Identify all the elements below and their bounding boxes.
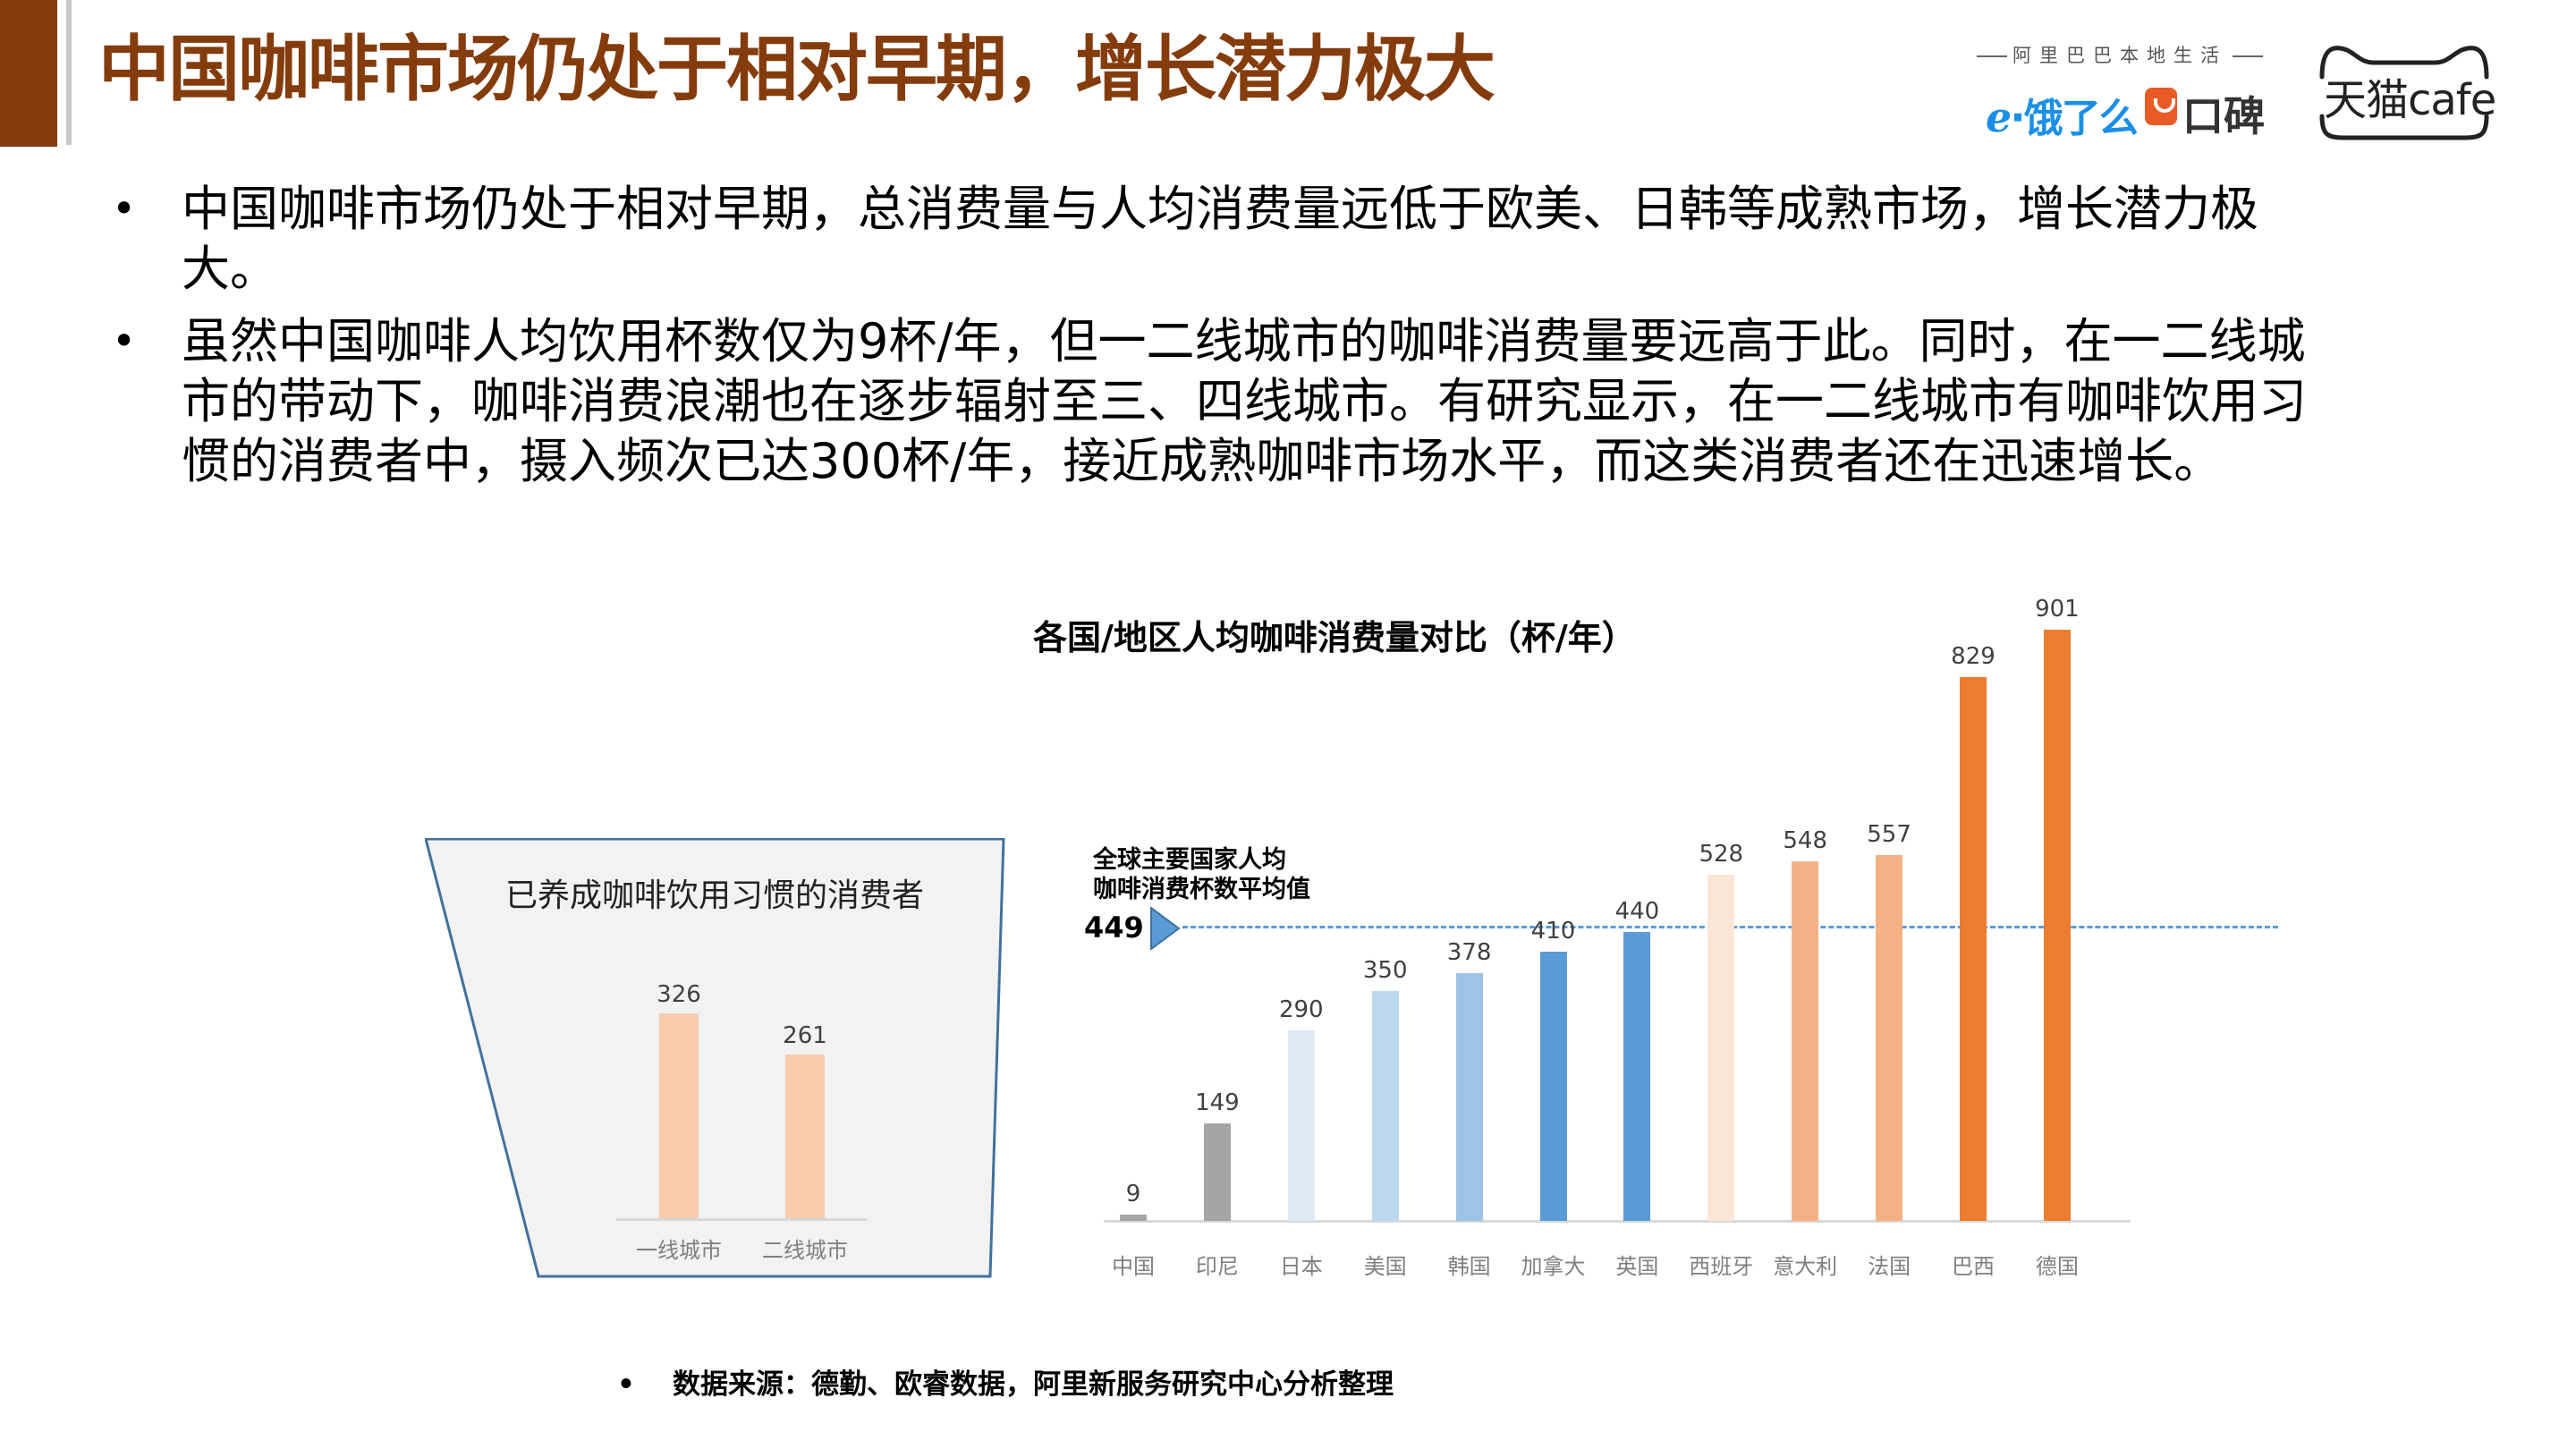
tmall-cafe-logo: 天猫cafe xyxy=(2317,41,2496,141)
category-label: 日本 xyxy=(1279,1254,1323,1279)
data-source-note: • 数据来源：德勤、欧睿数据，阿里新服务研究中心分析整理 xyxy=(617,1368,1394,1401)
value-label: 829 xyxy=(1951,642,1996,670)
bar-1 xyxy=(1203,1123,1231,1221)
category-label: 印尼 xyxy=(1195,1254,1239,1279)
bar-0 xyxy=(1120,1215,1147,1221)
bullet-list: 中国咖啡市场仍处于相对早期，总消费量与人均消费量远低于欧美、日韩等成熟市场，增长… xyxy=(112,179,2312,504)
bar-7 xyxy=(1707,874,1735,1221)
value-label: 901 xyxy=(2035,595,2080,623)
koubei-smile-icon xyxy=(2145,88,2177,125)
category-label: 加拿大 xyxy=(1521,1254,1586,1279)
category-label: 西班牙 xyxy=(1689,1254,1754,1279)
eleme-e-icon: ℯ· xyxy=(1986,93,2026,141)
bar-8 xyxy=(1792,860,1819,1221)
category-label: 中国 xyxy=(1112,1254,1155,1279)
bar-5 xyxy=(1539,952,1567,1221)
bar-9 xyxy=(1876,855,1903,1221)
bar-tier2 xyxy=(785,1055,825,1218)
average-value: 449 xyxy=(1084,911,1144,945)
category-label: 意大利 xyxy=(1773,1254,1838,1279)
category-label: 巴西 xyxy=(1952,1254,1995,1279)
value-label: 9 xyxy=(1125,1181,1141,1208)
value-label: 326 xyxy=(657,981,701,1008)
bar-3 xyxy=(1371,991,1399,1221)
category-label: 英国 xyxy=(1615,1254,1659,1279)
average-pointer-triangle-icon xyxy=(1150,907,1181,950)
eleme-logo: ℯ·饿了么 xyxy=(1986,93,2139,141)
bar-11 xyxy=(2043,629,2071,1221)
page-title: 中国咖啡市场仍处于相对早期，增长潜力极大 xyxy=(98,28,1496,111)
category-label: 德国 xyxy=(2035,1254,2079,1279)
bar-4 xyxy=(1455,972,1483,1221)
category-label: 韩国 xyxy=(1447,1254,1491,1279)
alibaba-local-life-tagline: 阿里巴巴本地生活 xyxy=(1968,41,2272,68)
value-label: 378 xyxy=(1446,938,1492,966)
brand-accent-bar xyxy=(0,0,57,147)
habitual-chart-title: 已养成咖啡饮用习惯的消费者 xyxy=(505,877,925,914)
bar-10 xyxy=(1960,676,1987,1221)
value-label: 410 xyxy=(1530,918,1576,945)
bar-2 xyxy=(1287,1030,1315,1221)
country-x-axis xyxy=(1104,1220,2131,1223)
average-annotation: 全球主要国家人均 咖啡消费杯数平均值 xyxy=(1093,846,1310,903)
tagline-dash-right xyxy=(2233,55,2263,57)
habitual-x-axis xyxy=(616,1218,867,1221)
bullet-item: 虽然中国咖啡人均饮用杯数仅为9杯/年，但一二线城市的咖啡消费量要远高于此。同时，… xyxy=(112,311,2312,491)
category-label: 法国 xyxy=(1868,1254,1911,1279)
value-label: 557 xyxy=(1867,821,1911,849)
koubei-logo: 口碑 xyxy=(2182,92,2265,140)
value-label: 290 xyxy=(1278,996,1324,1024)
brand-divider xyxy=(66,0,72,145)
category-label: 美国 xyxy=(1363,1254,1407,1279)
value-label: 149 xyxy=(1195,1089,1240,1116)
tagline-dash-left xyxy=(1977,55,2007,57)
tmall-cafe-text: 天猫cafe xyxy=(2324,75,2496,125)
value-label: 350 xyxy=(1362,957,1408,985)
value-label: 528 xyxy=(1699,840,1744,868)
country-chart-title: 各国/地区人均咖啡消费量对比（杯/年） xyxy=(1033,618,1636,657)
category-label: 二线城市 xyxy=(762,1238,848,1263)
value-label: 261 xyxy=(783,1022,827,1049)
bar-6 xyxy=(1623,932,1651,1221)
category-label: 一线城市 xyxy=(636,1238,722,1263)
tmall-cat-ears-icon xyxy=(2319,46,2489,140)
habitual-consumers-panel xyxy=(425,838,1005,1278)
bullet-item: 中国咖啡市场仍处于相对早期，总消费量与人均消费量远低于欧美、日韩等成熟市场，增长… xyxy=(112,179,2312,299)
value-label: 548 xyxy=(1783,826,1827,854)
value-label: 440 xyxy=(1614,898,1660,926)
bar-tier1 xyxy=(659,1013,699,1218)
